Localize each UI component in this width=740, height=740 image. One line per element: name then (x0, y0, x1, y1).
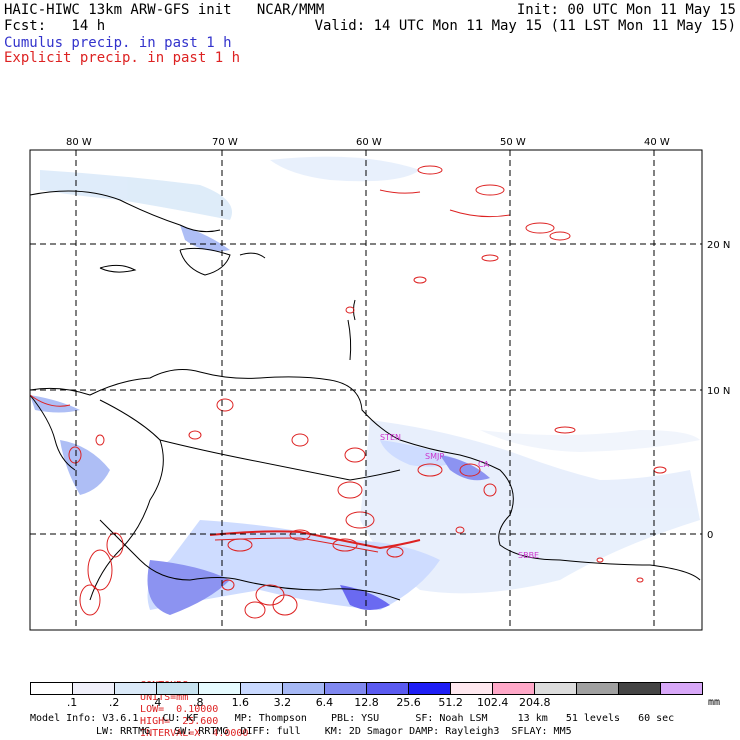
explicit-legend: Explicit precip. in past 1 h (4, 50, 241, 66)
colorbar-swatch (661, 683, 702, 694)
lon-label: 60 W (356, 137, 382, 148)
station-label: STEN (380, 433, 401, 442)
lon-label: 80 W (66, 137, 92, 148)
colorbar (30, 682, 703, 695)
colorbar-tick-label: 25.6 (396, 696, 421, 709)
model-info-line2: LW: RRTMG SW: RRTMG DIFF: full KM: 2D Sm… (96, 726, 572, 737)
colorbar-swatch (577, 683, 619, 694)
lat-label: 20 N (707, 240, 730, 251)
cumulus-precip-shading (30, 156, 700, 615)
lat-label: 10 N (707, 386, 730, 397)
units-label: UNITS=mm (140, 692, 189, 703)
low-value: LOW= 0.10000 (140, 704, 219, 715)
lat-lon-grid (30, 150, 702, 630)
map-frame (29, 149, 703, 631)
station-label: SMJP (425, 452, 444, 461)
interval-value: INTERVAL=X 4.0000 (140, 728, 249, 739)
station-label: SBBE (518, 551, 539, 560)
colorbar-tick-label: 6.4 (315, 696, 334, 709)
high-value: HIGH= 25.600 (140, 716, 219, 727)
station-label: CA (478, 460, 490, 469)
cumulus-legend: Cumulus precip. in past 1 h (4, 35, 232, 51)
lon-label: 50 W (500, 137, 526, 148)
colorbar-swatch (199, 683, 241, 694)
station-markers: STEN SMJP CA SBBE (380, 433, 539, 560)
colorbar-tick-label: 3.2 (273, 696, 292, 709)
colorbar-swatch (367, 683, 409, 694)
colorbar-swatch (157, 683, 199, 694)
colorbar-tick-label: 102.4 (476, 696, 509, 709)
init-time: Init: 00 UTC Mon 11 May 15 (516, 2, 736, 18)
colorbar-tick-label: .2 (108, 696, 120, 709)
model-info-line1: Model Info: V3.6.1 CU: KF MP: Thompson P… (30, 713, 675, 724)
coastlines (29, 190, 701, 601)
colorbar-tick-label: .8 (193, 696, 204, 709)
colorbar-swatch (241, 683, 283, 694)
colorbar-tick-label: 1.6 (231, 696, 250, 709)
lat-label: 0 (707, 530, 713, 541)
run-title: HAIC-HIWC 13km ARW-GFS init NCAR/MMM (4, 2, 325, 18)
colorbar-swatch (619, 683, 661, 694)
colorbar-swatch (451, 683, 493, 694)
colorbar-swatch (409, 683, 451, 694)
valid-time: Valid: 14 UTC Mon 11 May 15 (11 LST Mon … (314, 18, 736, 34)
colorbar-tick-label: 51.2 (438, 696, 463, 709)
colorbar-swatch (283, 683, 325, 694)
colorbar-swatch (325, 683, 367, 694)
lon-label: 70 W (212, 137, 238, 148)
forecast-hour: Fcst: 14 h (4, 18, 106, 34)
lon-label: 40 W (644, 137, 670, 148)
colorbar-tick-label: 204.8 (519, 696, 551, 709)
colorbar-swatch (31, 683, 73, 694)
colorbar-units: mm (708, 697, 721, 708)
colorbar-tick-label: 12.8 (354, 696, 379, 709)
colorbar-swatch (73, 683, 115, 694)
colorbar-tick-label: .1 (66, 696, 78, 709)
colorbar-swatch (115, 683, 157, 694)
explicit-precip-contours (29, 165, 667, 619)
colorbar-swatch (493, 683, 535, 694)
colorbar-tick-label: .4 (150, 696, 162, 709)
colorbar-swatch (535, 683, 577, 694)
